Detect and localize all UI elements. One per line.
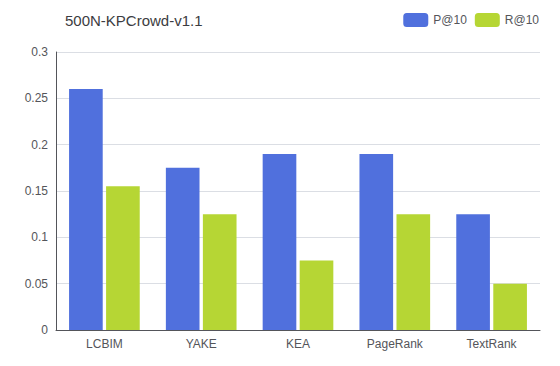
svg-text:0.3: 0.3 [31, 45, 48, 59]
svg-text:0.15: 0.15 [25, 184, 49, 198]
svg-text:PageRank: PageRank [367, 337, 424, 351]
svg-text:TextRank: TextRank [467, 337, 518, 351]
svg-text:0.1: 0.1 [31, 230, 48, 244]
svg-text:0: 0 [41, 323, 48, 337]
svg-text:LCBIM: LCBIM [86, 337, 123, 351]
svg-text:0.05: 0.05 [25, 277, 49, 291]
svg-text:500N-KPCrowd-v1.1: 500N-KPCrowd-v1.1 [65, 12, 203, 29]
svg-text:KEA: KEA [286, 337, 310, 351]
svg-text:0.2: 0.2 [31, 138, 48, 152]
svg-text:R@10: R@10 [505, 13, 540, 27]
svg-text:YAKE: YAKE [186, 337, 217, 351]
svg-text:P@10: P@10 [433, 13, 467, 27]
svg-text:0.25: 0.25 [25, 91, 49, 105]
